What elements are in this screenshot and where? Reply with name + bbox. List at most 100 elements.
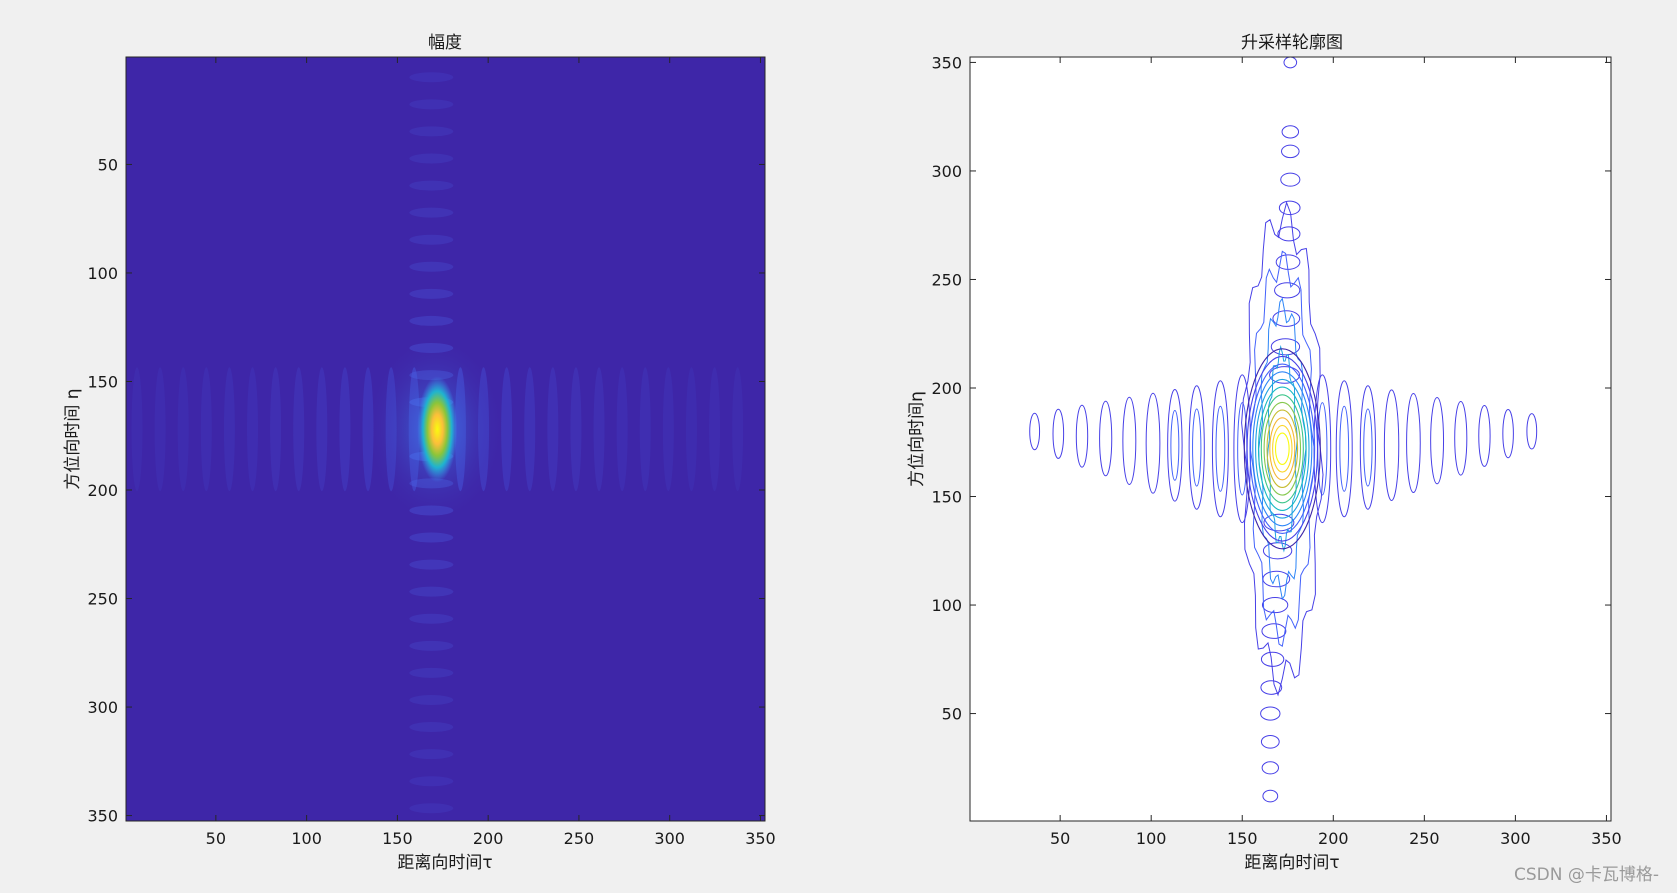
contour-ylabel: 方位向时间η: [907, 391, 927, 487]
x-tick: 200: [1318, 57, 1349, 848]
y-tick-label: 200: [931, 379, 962, 398]
y-tick-label: 250: [931, 270, 962, 289]
azimuth-sidelobe-contour: [1281, 125, 1300, 139]
heatmap-frame: [125, 56, 766, 822]
x-tick: 100: [1136, 57, 1167, 848]
range-sidelobe: [524, 367, 536, 492]
azimuth-sidelobe: [409, 559, 454, 570]
mainlobe-peak: [417, 376, 458, 483]
range-sidelobe-contour: [1052, 408, 1065, 459]
azimuth-sidelobe: [409, 261, 454, 272]
y-tick-label: 150: [931, 488, 962, 507]
range-sidelobe: [593, 367, 605, 492]
range-sidelobe-contour: [1478, 405, 1491, 467]
y-tick: 150: [931, 488, 1611, 507]
range-sidelobe-inner-contour: [1215, 405, 1226, 492]
azimuth-sidelobe: [409, 126, 454, 137]
x-tick: 300: [654, 57, 685, 848]
azimuth-sidelobe: [409, 207, 454, 218]
range-sidelobe: [501, 367, 513, 492]
y-tick: 350: [931, 53, 1611, 72]
y-tick: 100: [931, 596, 1611, 615]
y-tick-label: 150: [87, 372, 118, 391]
y-tick: 250: [931, 270, 1611, 289]
amplitude-heatmap-axes: 50 100 150 200 250 300 350 50 100 150 200 250 300 350…: [63, 0, 776, 873]
azimuth-sidelobe: [409, 532, 454, 543]
y-tick-label: 350: [931, 53, 962, 72]
y-tick: 300: [931, 162, 1611, 181]
range-sidelobe-contour: [1145, 392, 1161, 494]
upsampled-contour-axes: 50 100 150 200 250 300 350 50 100 150 200 250 300 350…: [907, 33, 1622, 873]
range-sidelobe-contour: [1383, 389, 1400, 502]
range-sidelobe: [616, 367, 628, 492]
y-tick-label: 250: [87, 590, 118, 609]
range-sidelobe: [316, 367, 328, 492]
range-sidelobe-contour: [1526, 413, 1538, 450]
y-tick-label: 200: [87, 481, 118, 500]
y-tick: 100: [87, 264, 765, 283]
contour-lines: [1029, 57, 1538, 803]
range-sidelobe: [547, 367, 559, 492]
azimuth-sidelobe-contour: [1261, 596, 1289, 614]
y-tick-label: 300: [931, 162, 962, 181]
azimuth-sidelobe: [409, 722, 454, 733]
mainlobe-contour-level: [1269, 417, 1296, 481]
range-sidelobe: [177, 367, 189, 492]
y-tick: 200: [931, 379, 1611, 398]
mainlobe-contour-level: [1272, 424, 1293, 473]
x-tick-label: 150: [1227, 829, 1258, 848]
mainlobe-contour-level: [1246, 355, 1319, 542]
y-tick: 350: [87, 807, 765, 826]
y-tick: 200: [87, 481, 765, 500]
x-tick: 350: [745, 57, 776, 848]
range-sidelobe-contour: [1167, 389, 1183, 502]
mainlobe-contour-level: [1243, 348, 1321, 550]
azimuth-sidelobe-contour: [1260, 680, 1283, 695]
y-tick: 150: [87, 372, 765, 391]
azimuth-sidelobe-contour: [1261, 761, 1279, 775]
x-tick-label: 200: [473, 829, 504, 848]
range-sidelobe-contour: [1099, 400, 1113, 477]
azimuth-sidelobe: [409, 0, 453, 1]
range-sidelobe: [662, 367, 674, 492]
x-tick: 150: [1227, 57, 1258, 848]
x-tick: 100: [291, 57, 322, 848]
contour-xlabel: 距离向时间τ: [1244, 853, 1339, 873]
range-sidelobe: [247, 367, 259, 492]
range-sidelobe-contour: [1188, 385, 1205, 510]
y-tick: 300: [87, 698, 765, 717]
contour-background: [970, 57, 1611, 821]
azimuth-sidelobe-contour: [1262, 789, 1279, 803]
x-tick-label: 100: [291, 829, 322, 848]
azimuth-sidelobe-contour: [1283, 57, 1298, 69]
x-tick-label: 200: [1318, 829, 1349, 848]
x-tick-label: 250: [1409, 829, 1440, 848]
mainlobe-contour-level: [1257, 386, 1307, 512]
range-sidelobe: [293, 367, 305, 492]
x-tick: 50: [206, 57, 226, 848]
azimuth-sidelobe: [409, 288, 454, 299]
azimuth-sidelobe: [409, 153, 454, 164]
range-sidelobe: [270, 367, 282, 492]
azimuth-sidelobe: [409, 749, 454, 760]
range-sidelobe: [709, 367, 721, 492]
y-tick: 50: [942, 705, 1611, 724]
y-tick-label: 100: [87, 264, 118, 283]
heatmap-xlabel: 距离向时间τ: [397, 853, 492, 873]
azimuth-sidelobe: [409, 830, 453, 840]
mainlobe-contour-level: [1249, 363, 1316, 535]
mainlobe-contour-level: [1266, 409, 1299, 489]
range-sidelobe: [200, 367, 212, 492]
azimuth-sidelobe: [409, 180, 454, 191]
x-tick-label: 100: [1136, 829, 1167, 848]
contour-ticks: 50 100 150 200 250 300 350 50 100 150 200 250 300 350: [931, 53, 1621, 848]
azimuth-sidelobe: [409, 315, 454, 326]
y-tick-label: 300: [87, 698, 118, 717]
x-tick-label: 300: [654, 829, 685, 848]
range-sidelobe: [223, 367, 235, 492]
range-sidelobe-contour: [1430, 397, 1445, 485]
range-sidelobe: [154, 367, 166, 492]
range-sidelobe-inner-contour: [1170, 409, 1180, 481]
y-tick: 50: [98, 155, 765, 174]
